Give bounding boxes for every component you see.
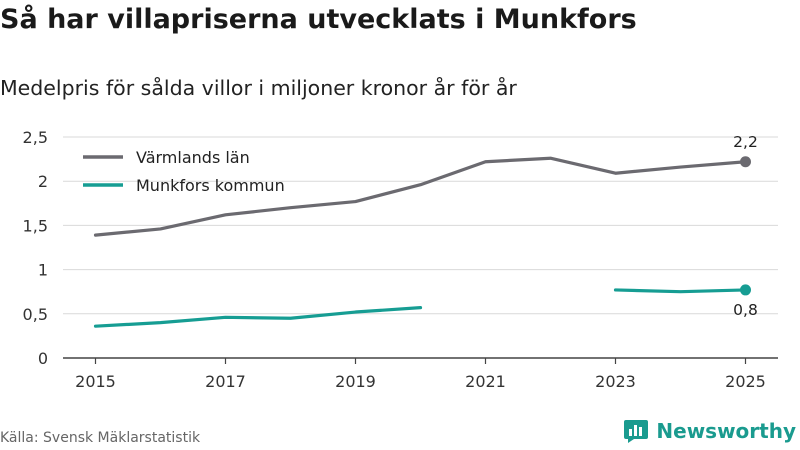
chart-subtitle: Medelpris för sålda villor i miljoner kr… xyxy=(0,76,517,100)
source-note: Källa: Svensk Mäklarstatistik xyxy=(0,430,201,446)
x-tick-label: 2025 xyxy=(725,372,766,391)
end-value-label: 0,8 xyxy=(733,301,758,319)
series-line xyxy=(613,288,748,294)
end-value-label: 2,2 xyxy=(733,133,758,151)
series-lines: 2,2 0,8 xyxy=(93,133,758,328)
series-line xyxy=(93,156,748,237)
x-tick-label: 2019 xyxy=(335,372,376,391)
bar-chart-logo-icon xyxy=(624,420,649,443)
x-tick-label: 2023 xyxy=(595,372,636,391)
y-tick-label: 2 xyxy=(38,172,48,191)
x-tick-label: 2021 xyxy=(465,372,506,391)
brand-logo: Newsworthy xyxy=(623,418,796,444)
gridlines xyxy=(63,136,778,359)
brand-name: Newsworthy xyxy=(656,419,796,443)
y-axis-ticks: 0 0,5 1 1,5 2 2,5 xyxy=(23,128,48,368)
x-tick-label: 2015 xyxy=(75,372,116,391)
end-point-marker xyxy=(740,156,751,168)
series-line xyxy=(93,306,423,328)
x-axis-ticks: 2015 2017 2019 2021 2023 2025 xyxy=(75,358,766,391)
legend-label: Munkfors kommun xyxy=(136,176,285,195)
y-tick-label: 2,5 xyxy=(23,128,48,147)
end-point-marker xyxy=(740,284,751,296)
legend: Värmlands län Munkfors kommun xyxy=(83,148,285,195)
y-tick-label: 0 xyxy=(38,349,48,368)
legend-label: Värmlands län xyxy=(136,148,250,167)
y-tick-label: 1,5 xyxy=(23,216,48,235)
chart-title: Så har villapriserna utvecklats i Munkfo… xyxy=(0,4,637,35)
y-tick-label: 0,5 xyxy=(23,305,48,324)
y-tick-label: 1 xyxy=(38,261,48,280)
x-tick-label: 2017 xyxy=(205,372,246,391)
